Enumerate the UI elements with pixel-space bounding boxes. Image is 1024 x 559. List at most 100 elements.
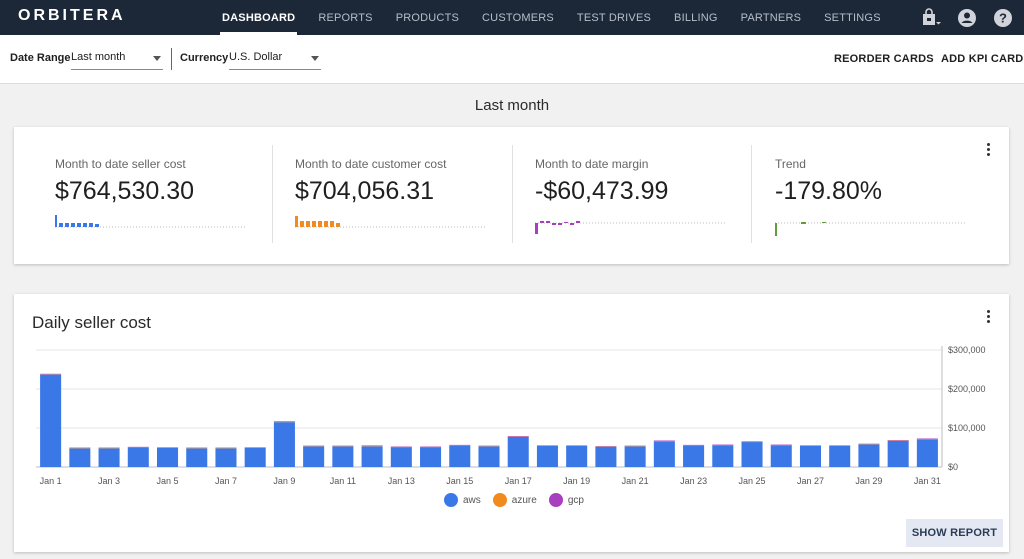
- kpi-sparkline: [295, 216, 487, 228]
- bar-aws: [829, 445, 851, 467]
- store-icon[interactable]: [920, 7, 942, 29]
- bar-aws: [770, 445, 792, 467]
- y-tick-label: $300,000: [948, 345, 986, 355]
- legend-swatch: [548, 493, 563, 507]
- bar-aws: [40, 374, 62, 467]
- bar-aws: [799, 445, 822, 467]
- x-tick-label: Jan 7: [215, 476, 237, 486]
- legend-label: azure: [511, 494, 537, 506]
- bar-aws: [858, 444, 880, 467]
- legend-item-azure[interactable]: azure: [492, 493, 537, 507]
- bar-aws: [566, 445, 588, 467]
- kpi-divider: [751, 145, 752, 243]
- main-nav: DASHBOARD REPORTS PRODUCTS CUSTOMERS TES…: [214, 0, 896, 35]
- y-tick-label: $0: [948, 462, 958, 472]
- legend-swatch: [444, 493, 458, 507]
- currency-value: U.S. Dollar: [229, 51, 283, 63]
- bar-aws: [244, 447, 266, 467]
- kpi-value: $764,530.30: [55, 177, 195, 205]
- x-tick-label: Jan 13: [388, 476, 415, 486]
- x-tick-label: Jan 21: [622, 476, 649, 486]
- kpi-label: Month to date seller cost: [55, 157, 186, 171]
- kpi-label: Month to date customer cost: [295, 157, 447, 171]
- x-tick-label: Jan 9: [273, 476, 295, 486]
- kpi-divider: [272, 145, 273, 243]
- x-tick-label: Jan 15: [446, 476, 473, 486]
- legend-item-aws[interactable]: aws: [444, 493, 481, 507]
- date-range-select[interactable]: Last month: [71, 48, 163, 70]
- x-tick-label: Jan 23: [680, 476, 707, 486]
- date-range-label: Date Range: [10, 52, 71, 64]
- bar-aws: [390, 447, 412, 467]
- bar-gcp: [361, 445, 383, 447]
- orbitera-logo[interactable]: ORBITERA: [18, 7, 126, 24]
- account-circle-icon[interactable]: [956, 7, 978, 29]
- legend-label: aws: [463, 494, 481, 506]
- x-tick-label: Jan 3: [98, 476, 120, 486]
- bar-aws: [887, 440, 909, 467]
- reorder-cards-button[interactable]: REORDER CARDS: [834, 53, 934, 65]
- bar-aws: [536, 445, 558, 467]
- svg-text:?: ?: [999, 11, 1007, 26]
- nav-settings[interactable]: SETTINGS: [824, 11, 881, 24]
- bar-aws: [653, 441, 675, 467]
- date-range-value: Last month: [71, 51, 126, 63]
- chart-title: Daily seller cost: [32, 313, 152, 332]
- bar-aws: [420, 447, 442, 467]
- bar-aws: [683, 445, 705, 467]
- bar-aws: [332, 446, 354, 467]
- filter-divider: [171, 48, 172, 70]
- legend-label: gcp: [567, 494, 584, 506]
- bar-aws: [741, 442, 763, 467]
- period-title: Last month: [474, 97, 550, 114]
- top-icons: ?: [920, 7, 1014, 29]
- kpi-value: $704,056.31: [295, 177, 435, 205]
- kpi-label: Trend: [775, 157, 806, 171]
- bar-aws: [595, 446, 617, 467]
- chevron-down-icon: [153, 56, 161, 61]
- y-tick-label: $200,000: [948, 384, 986, 394]
- chart-more-menu-icon[interactable]: [979, 307, 997, 325]
- bar-gcp: [273, 421, 295, 422]
- currency-label: Currency: [180, 52, 229, 64]
- bar-aws: [215, 448, 237, 467]
- add-kpi-card-button[interactable]: ADD KPI CARD: [941, 53, 1024, 65]
- x-tick-label: Jan 1: [40, 476, 62, 486]
- nav-test-drives[interactable]: TEST DRIVES: [576, 11, 652, 24]
- nav-reports[interactable]: REPORTS: [318, 11, 373, 24]
- kpi-more-menu-icon[interactable]: [979, 140, 997, 158]
- bar-aws: [916, 439, 938, 467]
- bar-aws: [69, 448, 91, 467]
- nav-partners[interactable]: PARTNERS: [740, 11, 802, 24]
- x-tick-label: Jan 31: [914, 476, 941, 486]
- bar-aws: [624, 446, 646, 467]
- nav-dashboard[interactable]: DASHBOARD: [214, 0, 303, 35]
- nav-customers[interactable]: CUSTOMERS: [482, 11, 554, 24]
- kpi-label: Month to date margin: [535, 157, 649, 171]
- y-tick-label: $100,000: [948, 423, 986, 433]
- top-nav-bar: ORBITERA DASHBOARD REPORTS PRODUCTS CUST…: [0, 0, 1024, 35]
- daily-seller-cost-chart: $0 $100,000 $200,000 $300,000 Jan 1 Jan 3 Jan …: [36, 345, 986, 486]
- x-tick-label: Jan 19: [563, 476, 590, 486]
- nav-billing[interactable]: BILLING: [674, 11, 718, 24]
- help-icon[interactable]: ?: [992, 7, 1014, 29]
- kpi-sparkline: [775, 222, 967, 236]
- bar-aws: [303, 446, 325, 467]
- x-tick-label: Jan 17: [505, 476, 532, 486]
- x-tick-label: Jan 25: [739, 476, 766, 486]
- filter-bar: Date Range Last month Currency U.S. Doll…: [0, 35, 1024, 84]
- chevron-down-icon: [311, 56, 319, 61]
- currency-select[interactable]: U.S. Dollar: [229, 48, 321, 70]
- bar-aws: [273, 422, 295, 467]
- kpi-sparkline: [55, 215, 247, 228]
- nav-products[interactable]: PRODUCTS: [395, 11, 460, 24]
- legend-item-gcp[interactable]: gcp: [548, 493, 584, 507]
- kpi-value: -$60,473.99: [535, 177, 669, 205]
- daily-seller-cost-card: Daily seller cost $0 $100,000 $200,000 $300…: [14, 294, 1009, 552]
- x-tick-label: Jan 11: [330, 476, 356, 486]
- bar-aws: [156, 447, 179, 467]
- x-tick-label: Jan 27: [797, 476, 824, 486]
- bar-aws: [507, 436, 529, 467]
- legend-swatch: [492, 493, 507, 507]
- show-report-button[interactable]: SHOW REPORT: [906, 519, 1003, 547]
